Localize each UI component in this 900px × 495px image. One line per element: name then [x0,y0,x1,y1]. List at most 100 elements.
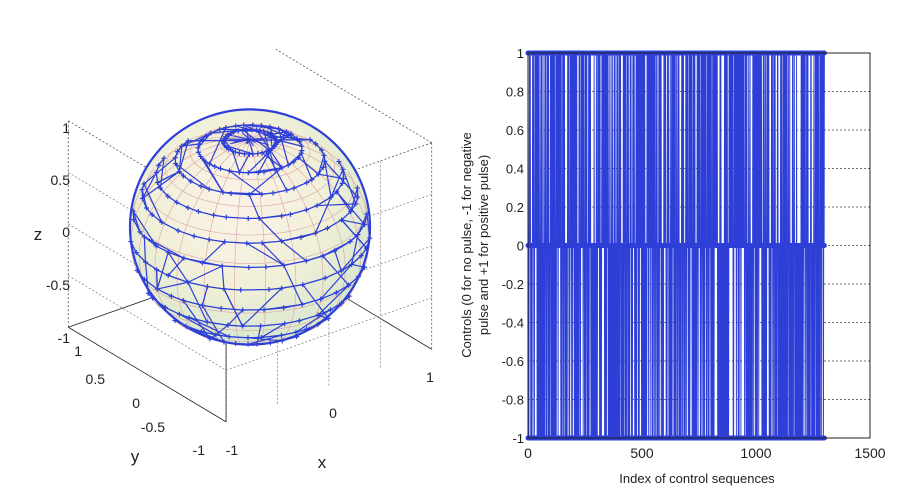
trajectory-segment [317,284,350,316]
trajectory-segment [322,250,336,257]
trajectory-point [174,199,180,205]
trajectory-point [320,253,326,259]
trajectory-segment [241,132,251,140]
trajectory-point [246,265,252,271]
trajectory-point [263,149,269,155]
trajectory-segment [232,150,240,173]
trajectory-point [307,137,313,143]
trajectory-point [181,255,187,261]
trajectory-point [284,129,290,135]
trajectory-point [287,211,293,217]
trajectory-point [297,139,303,145]
trajectory-point [272,143,278,149]
trajectory-point [222,239,228,245]
z-axis-label: z [34,225,43,244]
trajectory-point [261,169,267,175]
trajectory-point [245,335,251,341]
trajectory-segment [144,236,185,259]
trajectory-point [161,155,167,161]
trajectory-point [250,122,256,128]
trajectory-point [246,151,252,157]
trajectory-point [144,205,150,211]
trajectory-point [257,127,263,133]
trajectory-point [206,237,212,243]
trajectory-point [279,165,285,171]
trajectory-segment [248,194,260,219]
trajectory-segment [167,257,185,276]
x-tick-label: 1500 [854,445,885,461]
trajectory-segment [349,234,359,242]
trajectory-point [228,191,234,197]
trajectory-point [226,168,232,174]
trajectory-point [236,169,242,175]
trajectory-point [309,177,315,183]
trajectory-segment [232,138,251,144]
trajectory-point [298,150,304,156]
trajectory-point [201,157,207,163]
trajectory-point [279,213,285,219]
trajectory-point [204,319,210,325]
trajectory-segment [242,287,283,327]
trajectory-point [288,131,294,137]
trajectory-point [299,301,305,307]
trajectory-point [198,183,204,189]
y-tick-label: -0.6 [502,354,524,369]
sphere-plot: 10.50-0.5-1 z 10.50-0.5-1 y -101 x [34,47,434,472]
trajectory-point [281,305,287,311]
trajectory-segment [336,191,366,225]
trajectory-point [153,170,159,176]
trajectory-segment [201,286,209,306]
trajectory-point [165,249,171,255]
trajectory-point [220,139,226,145]
trajectory-point [185,279,191,285]
y-tick-label: 0.2 [506,200,524,215]
trajectory-point [225,322,231,328]
trajectory-point [174,149,180,155]
trajectory-point [199,302,205,308]
plot-frame [527,52,871,439]
trajectory-point [168,293,174,299]
trajectory-point [240,307,246,313]
trajectory-segment [261,124,300,143]
trajectory-segment [226,134,251,140]
trajectory-point [157,185,163,191]
controls-plot: -1 -0.8 -0.6 -0.4 -0.2 0 0.2 0.4 0.6 0.8 1 0 500 100… [459,46,886,486]
trajectory-segment [182,300,211,340]
trajectory-segment [224,144,253,155]
trajectory-segment [143,157,176,185]
z-tick-label: 0 [62,224,70,240]
y-tick-label: 0 [517,239,524,254]
x-tick-label: 500 [630,445,654,461]
trajectory-point [241,151,247,157]
y-tick-labels: 10.5 0-0.5 -1 [74,343,205,458]
trajectory-point [221,286,227,292]
trajectory-point [349,261,355,267]
trajectory-point [258,334,264,340]
trajectory-point [268,131,274,137]
trajectory-segment [132,210,157,247]
trajectory-point [300,282,306,288]
trajectory-segment [223,288,244,327]
trajectory-point [294,136,300,142]
trajectory-point [336,159,342,165]
trajectory-segment [215,324,229,336]
trajectory-point [269,146,275,152]
trajectory-point [173,161,179,167]
y-tick-label: 0 [132,395,140,411]
trajectory-segment [159,158,165,189]
trajectory-segment [351,234,359,265]
x-tick-label: 1 [426,369,434,385]
trajectory-point [261,128,267,134]
trajectory-segment [156,269,158,290]
trajectory-segment [256,325,262,345]
trajectory-point [230,148,236,154]
trajectory-point [172,155,178,161]
trajectory-point [243,127,249,133]
trajectory-point [238,287,244,293]
trajectory-point [219,263,225,269]
trajectory-point [195,208,201,214]
trajectory-segment [317,155,325,175]
trajectory-point [156,162,162,168]
trajectory-point [188,178,194,184]
trajectory-segment [258,217,282,242]
